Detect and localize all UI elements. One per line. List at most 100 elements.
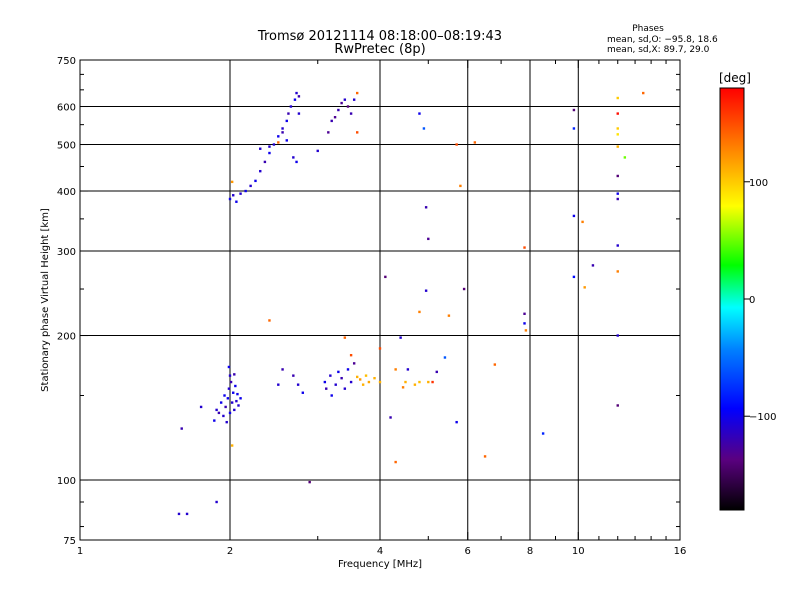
data-point: [404, 380, 407, 384]
data-point: [235, 399, 238, 403]
y-tick-label: 600: [57, 103, 76, 114]
data-point: [572, 214, 576, 218]
y-tick-label: 75: [63, 536, 76, 547]
data-point: [249, 184, 252, 188]
data-points: [177, 91, 645, 516]
data-point: [361, 383, 365, 386]
chart-title: Tromsø 20121114 08:18:00–08:19:43: [257, 29, 502, 44]
data-point: [583, 286, 586, 289]
data-point: [340, 376, 343, 380]
data-point: [524, 329, 528, 332]
data-point: [435, 370, 438, 374]
data-point: [329, 374, 332, 377]
data-point: [394, 460, 397, 464]
data-point: [616, 174, 619, 178]
data-point: [378, 347, 382, 350]
data-point: [364, 374, 368, 377]
data-point: [455, 420, 458, 424]
colorbar: [719, 87, 745, 511]
data-point: [401, 386, 405, 389]
y-axis-ticks: 75 100 200 300 400 500 600 750: [57, 56, 680, 547]
data-point: [427, 237, 430, 241]
data-point: [236, 392, 239, 396]
data-point: [418, 380, 421, 384]
data-point: [228, 374, 232, 377]
data-point: [355, 131, 359, 134]
data-point: [234, 384, 237, 388]
data-point: [239, 192, 242, 195]
data-point: [358, 378, 362, 381]
data-point: [225, 420, 228, 424]
x-axis-label: Frequency [MHz]: [338, 559, 422, 570]
data-point: [199, 405, 203, 409]
data-point: [340, 101, 343, 105]
data-point: [523, 246, 526, 249]
y-axis-label: Stationary phase Virtual Height [km]: [40, 208, 51, 392]
data-point: [272, 143, 276, 146]
data-point: [418, 112, 421, 115]
data-point: [616, 133, 619, 136]
chart-subtitle: RwPretec (8p): [334, 42, 425, 57]
data-point: [541, 432, 545, 435]
x-tick-label: 8: [527, 546, 533, 557]
y-tick-label: 500: [57, 141, 76, 152]
data-point: [229, 380, 233, 384]
data-point: [378, 380, 382, 384]
data-point: [222, 414, 225, 418]
x-tick-label: 4: [377, 546, 383, 557]
data-point: [591, 264, 595, 267]
data-point: [642, 91, 645, 95]
y-tick-label: 200: [57, 332, 76, 343]
colorbar-tick-label: 100: [749, 178, 768, 189]
data-point: [355, 91, 359, 95]
data-point: [228, 197, 232, 201]
y-tick-label: 100: [57, 476, 76, 487]
data-point: [287, 112, 290, 115]
data-point: [327, 131, 330, 134]
data-point: [295, 160, 298, 164]
data-point: [581, 220, 584, 224]
data-point: [277, 383, 280, 386]
data-point: [343, 336, 347, 339]
data-point: [389, 416, 392, 419]
data-point: [217, 411, 221, 415]
data-point: [281, 368, 284, 371]
data-point: [177, 512, 181, 516]
data-point: [572, 108, 576, 112]
colorbar-tick-label: −100: [749, 412, 776, 423]
x-tick-label: 16: [674, 546, 687, 557]
data-point: [233, 373, 236, 376]
phases-mean-o: mean, sd,O: −95.8, 18.6: [607, 35, 718, 45]
data-point: [259, 147, 262, 150]
data-point: [616, 127, 619, 130]
data-point: [346, 368, 350, 371]
data-point: [616, 96, 619, 100]
data-point: [523, 312, 526, 315]
data-point: [384, 275, 387, 279]
data-point: [295, 91, 298, 95]
data-point: [230, 180, 234, 184]
data-point: [185, 512, 189, 516]
data-point: [226, 397, 230, 400]
data-point: [572, 275, 576, 279]
data-point: [483, 455, 487, 458]
data-point: [346, 105, 350, 108]
data-point: [616, 404, 619, 407]
x-tick-label: 1: [77, 546, 83, 557]
data-point: [285, 139, 288, 142]
data-point: [316, 149, 319, 153]
data-point: [523, 322, 526, 325]
data-point: [459, 184, 462, 188]
data-point: [180, 427, 183, 430]
data-point: [447, 314, 451, 317]
data-point: [292, 156, 295, 159]
data-point: [616, 145, 619, 148]
data-point: [281, 131, 284, 134]
data-point: [334, 383, 337, 386]
data-point: [616, 244, 619, 247]
data-point: [349, 380, 353, 384]
phases-mean-x: mean, sd,X: 89.7, 29.0: [607, 45, 710, 55]
data-point: [230, 444, 234, 447]
data-point: [399, 336, 402, 339]
